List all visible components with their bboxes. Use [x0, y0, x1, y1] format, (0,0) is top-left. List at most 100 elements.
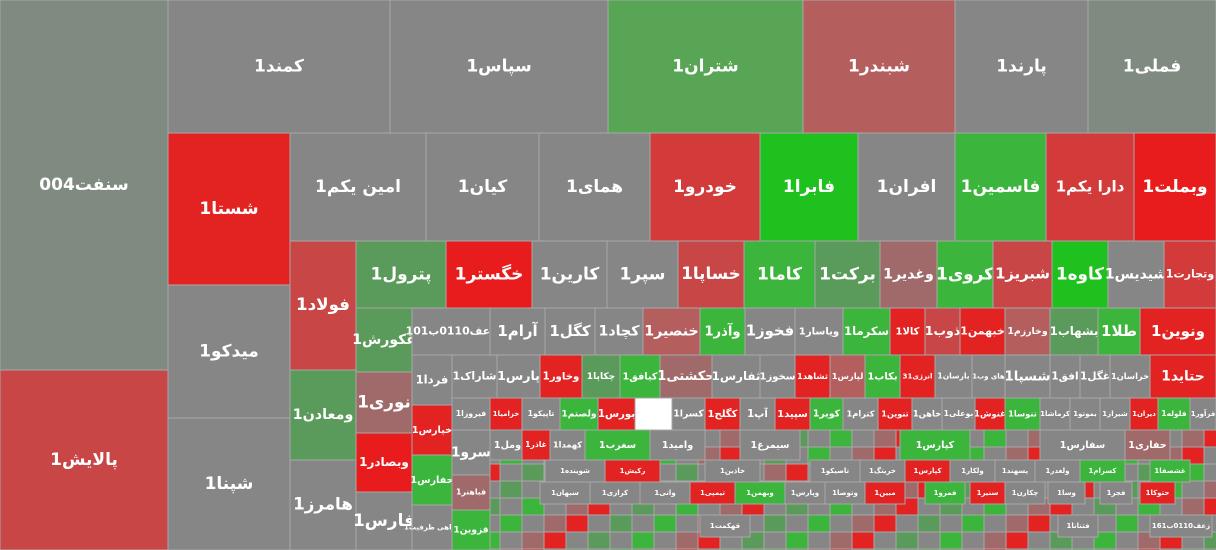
stock-tile[interactable] [671, 397, 706, 431]
stock-tile[interactable] [677, 240, 745, 309]
stock-label: شستا1 [199, 199, 258, 219]
stock-tile[interactable] [959, 307, 1006, 356]
stock-tile[interactable] [1004, 481, 1046, 505]
stock-tile[interactable] [1039, 429, 1126, 461]
filler-cell [763, 531, 787, 550]
stock-tile[interactable] [355, 307, 413, 373]
stock-tile[interactable] [1045, 132, 1135, 242]
stock-tile[interactable] [289, 459, 357, 550]
stock-label: فیروزا1 [456, 409, 487, 418]
stock-tile[interactable] [739, 429, 801, 461]
stock-tile[interactable] [1047, 481, 1086, 505]
stock-tile[interactable] [794, 354, 831, 399]
stock-tile[interactable] [451, 474, 491, 511]
stock-tile[interactable] [879, 240, 938, 309]
stock-tile[interactable] [699, 514, 751, 538]
stock-tile[interactable] [711, 354, 761, 399]
stock-tile[interactable] [1124, 429, 1171, 461]
stock-tile[interactable] [659, 354, 713, 399]
stock-tile[interactable] [941, 397, 976, 431]
stock-tile[interactable] [289, 132, 427, 242]
filler-cell [873, 531, 897, 550]
stock-tile[interactable] [802, 0, 956, 134]
stock-tile[interactable] [1004, 307, 1051, 356]
stock-tile[interactable] [597, 397, 636, 431]
stock-tile[interactable] [167, 132, 291, 286]
stock-tile[interactable] [451, 354, 498, 399]
stock-tile[interactable] [584, 429, 651, 461]
stock-tile[interactable] [451, 429, 491, 476]
stock-tile[interactable] [411, 504, 453, 550]
stock-tile[interactable] [0, 369, 169, 550]
stock-tile[interactable] [1097, 307, 1141, 356]
stock-tile[interactable] [1057, 514, 1099, 538]
stock-tile[interactable] [814, 240, 881, 309]
stock-tile[interactable] [924, 481, 966, 505]
stock-tile[interactable] [759, 132, 859, 242]
stock-tile[interactable] [445, 240, 533, 309]
stock-tile[interactable] [1004, 397, 1041, 431]
stock-tile[interactable] [936, 240, 994, 309]
stock-tile[interactable] [1139, 307, 1216, 356]
stock-tile[interactable] [451, 397, 491, 431]
filler-cell [917, 514, 941, 533]
stock-tile[interactable] [289, 369, 357, 461]
stock-label: سرو1 [451, 445, 491, 461]
stock-tile[interactable] [355, 432, 413, 493]
stock-tile[interactable] [451, 509, 491, 550]
stock-label: واتی1 [654, 489, 675, 497]
stock-tile[interactable] [934, 354, 973, 399]
stock-tile[interactable] [739, 397, 776, 431]
stock-tile[interactable] [1149, 354, 1216, 399]
stock-tile[interactable] [425, 132, 540, 242]
stock-tile[interactable] [864, 354, 901, 399]
stock-tile[interactable] [1149, 514, 1213, 538]
stock-tile[interactable] [1099, 481, 1133, 505]
stock-tile[interactable] [1133, 132, 1216, 242]
stock-tile[interactable] [559, 397, 599, 431]
stock-tile[interactable] [521, 397, 561, 431]
stock-tile[interactable] [0, 0, 169, 371]
filler-cell [1181, 480, 1205, 499]
stock-tile[interactable] [411, 307, 491, 356]
stock-tile[interactable] [1049, 354, 1081, 399]
stock-tile[interactable] [1163, 240, 1216, 309]
stock-tile[interactable] [809, 397, 844, 431]
stock-label: کرازی1 [602, 489, 629, 497]
stock-label: بوعلی1 [944, 409, 974, 418]
stock-label: نوری1 [357, 392, 411, 413]
stock-tile[interactable] [857, 132, 956, 242]
stock-tile[interactable] [864, 481, 906, 505]
stock-tile[interactable] [389, 0, 609, 134]
stock-tile[interactable] [974, 397, 1006, 431]
stock-tile[interactable] [489, 307, 546, 356]
stock-tile[interactable] [649, 132, 761, 242]
stock-tile[interactable] [411, 454, 453, 506]
stock-tile[interactable] [544, 307, 596, 356]
filler-cell [565, 514, 589, 533]
stock-tile[interactable] [911, 397, 943, 431]
stock-tile[interactable] [1189, 397, 1216, 431]
stock-tile[interactable] [1157, 397, 1191, 431]
stock-tile[interactable] [489, 429, 526, 461]
stock-tile[interactable] [1139, 481, 1176, 505]
filler-cell [587, 531, 611, 550]
stock-tile[interactable] [521, 429, 551, 461]
filler-cell [785, 514, 809, 533]
stock-tile[interactable] [1087, 0, 1216, 134]
stock-tile[interactable] [581, 354, 621, 399]
stock-tile[interactable] [355, 491, 413, 550]
stock-label: ونوین1 [1151, 322, 1205, 340]
stock-tile[interactable] [642, 307, 701, 356]
stock-tile[interactable] [954, 132, 1047, 242]
stock-label: خراسان1 [1111, 371, 1149, 382]
stock-tile[interactable] [889, 307, 926, 356]
stock-tile[interactable] [1109, 354, 1151, 399]
stock-tile[interactable] [355, 240, 447, 309]
stock-tile[interactable] [355, 371, 413, 434]
stock-tile[interactable] [842, 397, 879, 431]
stock-tile[interactable] [649, 429, 706, 461]
stock-tile[interactable] [704, 397, 741, 431]
stock-tile[interactable] [1051, 240, 1109, 309]
stock-tile[interactable] [1004, 354, 1051, 399]
